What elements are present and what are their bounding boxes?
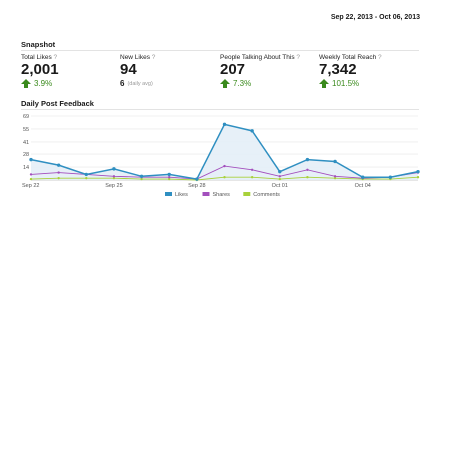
metric-label: People Talking About This ? (220, 54, 301, 61)
legend-label: Shares (213, 192, 231, 198)
shares-point (57, 171, 60, 174)
likes-area (31, 124, 418, 180)
y-tick-label: 28 (23, 152, 29, 158)
x-tick-label: Oct 04 (355, 183, 371, 189)
legend-swatch (243, 192, 251, 196)
likes-point (139, 174, 144, 178)
comments-point (29, 177, 33, 181)
x-tick-label: Sep 25 (105, 183, 122, 189)
shares-point (333, 175, 337, 178)
shares-point (223, 164, 226, 168)
metric-total-likes: Total Likes ? 2,001 3.9% (21, 54, 117, 88)
y-tick-label: 69 (23, 114, 29, 120)
metric-change: 7.3% (233, 79, 252, 88)
comments-point (57, 176, 60, 180)
green-up-arrow-icon (21, 79, 31, 88)
metric-label: New Likes ? (120, 54, 156, 61)
x-tick-label: Sep 22 (22, 183, 39, 189)
metric-value: 94 (120, 61, 137, 78)
x-tick-label: Sep 28 (188, 183, 205, 189)
green-up-arrow-icon (319, 79, 329, 88)
metric-label: Total Likes ? (21, 54, 58, 61)
shares-point (306, 168, 309, 171)
likes-point (84, 172, 88, 177)
shares-point (29, 173, 33, 176)
comments-point (223, 176, 226, 179)
chart-legend: Likes Shares Comments (165, 192, 280, 198)
metric-change: 3.9% (34, 79, 53, 88)
likes-point (56, 163, 61, 167)
shares-point (112, 175, 116, 178)
likes-point (250, 129, 254, 133)
chart-title: Daily Post Feedback (21, 99, 94, 108)
shares-point (278, 175, 281, 178)
likes-point (112, 167, 116, 171)
shares-point (250, 168, 254, 171)
likes-point (305, 157, 310, 162)
likes-point (388, 175, 393, 179)
help-icon[interactable]: ? (151, 54, 156, 61)
daily-avg-value: 6 (120, 79, 125, 88)
metric-label: Weekly Total Reach ? (319, 54, 382, 61)
likes-point (278, 169, 282, 174)
metric-change: 101.5% (332, 79, 360, 88)
metric-value: 2,001 (21, 61, 59, 78)
comments-point (416, 176, 420, 179)
legend-label: Comments (253, 192, 280, 198)
help-icon[interactable]: ? (378, 54, 382, 61)
y-tick-label: 14 (23, 165, 29, 171)
legend-swatch (202, 192, 210, 196)
y-tick-label: 41 (23, 140, 29, 146)
y-tick-label: 55 (23, 127, 29, 133)
date-range: Sep 22, 2013 - Oct 06, 2013 (330, 14, 420, 21)
comments-point (333, 176, 337, 180)
likes-point (167, 172, 171, 177)
metric-new-likes: New Likes ? 94 6 (daily avg) (120, 54, 216, 88)
snapshot-title: Snapshot (21, 40, 56, 49)
daily-avg-label: (daily avg) (127, 80, 153, 87)
chart-divider (21, 109, 419, 110)
comments-point (306, 176, 309, 179)
legend-label: Likes (175, 192, 188, 198)
x-tick-label: Oct 01 (272, 183, 288, 189)
snapshot-divider (21, 50, 419, 51)
comments-point (168, 177, 171, 181)
likes-point (222, 122, 227, 127)
comments-point (250, 176, 254, 179)
daily-post-feedback-chart: 14 28 41 55 69 Sep 22 Sep 25 Sep 28 Oct 01 Oct 04 (22, 114, 420, 189)
likes-point (361, 175, 365, 179)
comments-point (85, 176, 88, 180)
metric-value: 207 (220, 61, 246, 78)
green-up-arrow-icon (220, 79, 230, 88)
metric-people-talking: People Talking About This ? 207 7.3% (220, 54, 316, 88)
likes-point (195, 177, 199, 181)
likes-point (333, 159, 337, 164)
legend-swatch (165, 192, 172, 196)
comments-point (140, 177, 143, 181)
likes-point (29, 157, 33, 162)
metric-weekly-reach: Weekly Total Reach ? 7,342 101.5% (319, 54, 415, 88)
comments-point (278, 177, 281, 181)
help-icon[interactable]: ? (296, 54, 301, 61)
likes-point (416, 169, 420, 174)
shares-point (168, 176, 171, 179)
help-icon[interactable]: ? (53, 54, 58, 61)
comments-point (112, 176, 116, 180)
metric-value: 7,342 (319, 61, 357, 78)
likes-series (29, 122, 420, 181)
